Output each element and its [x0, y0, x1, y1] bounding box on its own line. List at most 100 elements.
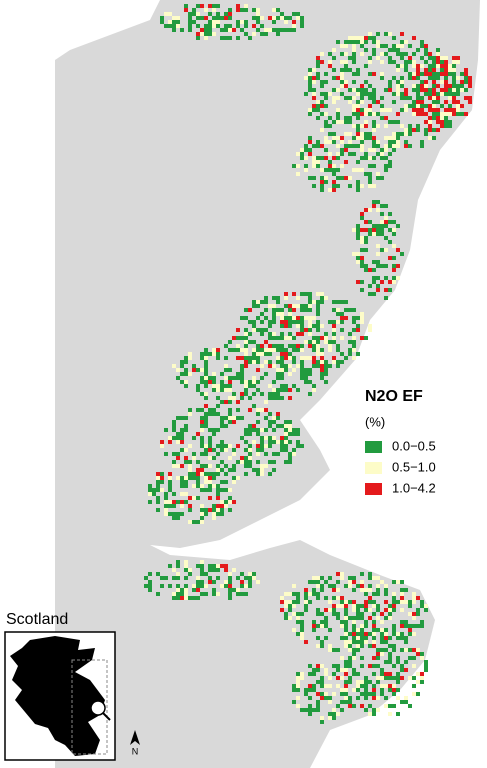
cell	[404, 88, 408, 92]
cell	[256, 468, 260, 472]
cell	[352, 36, 356, 40]
cell	[460, 88, 464, 92]
cell	[376, 200, 380, 204]
cell	[380, 224, 384, 228]
cell	[364, 624, 368, 628]
cell	[316, 156, 320, 160]
cell	[344, 84, 348, 88]
cell	[204, 360, 208, 364]
cell	[316, 308, 320, 312]
cell	[296, 616, 300, 620]
cell	[280, 436, 284, 440]
cell	[244, 432, 248, 436]
cell	[296, 388, 300, 392]
cell	[444, 68, 448, 72]
cell	[280, 360, 284, 364]
cell	[332, 604, 336, 608]
cell	[392, 140, 396, 144]
cell	[380, 44, 384, 48]
cell	[396, 64, 400, 68]
cell	[324, 340, 328, 344]
cell	[200, 592, 204, 596]
cell	[292, 344, 296, 348]
cell	[384, 296, 388, 300]
cell	[228, 380, 232, 384]
cell	[256, 16, 260, 20]
cell	[308, 672, 312, 676]
cell	[360, 336, 364, 340]
cell	[344, 96, 348, 100]
cell	[388, 136, 392, 140]
cell	[340, 336, 344, 340]
cell	[284, 592, 288, 596]
cell	[216, 496, 220, 500]
cell	[196, 564, 200, 568]
cell	[416, 612, 420, 616]
cell	[228, 16, 232, 20]
cell	[380, 72, 384, 76]
cell	[252, 376, 256, 380]
cell	[244, 332, 248, 336]
cell	[288, 320, 292, 324]
cell	[376, 628, 380, 632]
cell	[372, 224, 376, 228]
cell	[344, 52, 348, 56]
cell	[184, 356, 188, 360]
cell	[212, 412, 216, 416]
cell	[348, 308, 352, 312]
cell	[204, 448, 208, 452]
cell	[384, 632, 388, 636]
cell	[340, 576, 344, 580]
cell	[244, 448, 248, 452]
cell	[296, 704, 300, 708]
cell	[200, 504, 204, 508]
cell	[220, 28, 224, 32]
cell	[268, 472, 272, 476]
cell	[432, 108, 436, 112]
cell	[304, 608, 308, 612]
cell	[216, 492, 220, 496]
cell	[352, 72, 356, 76]
cell	[396, 248, 400, 252]
cell	[396, 92, 400, 96]
cell	[256, 8, 260, 12]
cell	[320, 640, 324, 644]
cell	[360, 684, 364, 688]
cell	[320, 324, 324, 328]
cell	[384, 600, 388, 604]
cell	[404, 40, 408, 44]
cell	[344, 668, 348, 672]
cell	[296, 696, 300, 700]
cell	[380, 76, 384, 80]
cell	[428, 136, 432, 140]
cell	[368, 608, 372, 612]
cell	[452, 68, 456, 72]
cell	[316, 64, 320, 68]
cell	[252, 576, 256, 580]
cell	[176, 436, 180, 440]
cell	[452, 92, 456, 96]
cell	[380, 688, 384, 692]
cell	[316, 668, 320, 672]
cell	[352, 628, 356, 632]
cell	[368, 600, 372, 604]
cell	[308, 600, 312, 604]
cell	[276, 348, 280, 352]
cell	[392, 592, 396, 596]
cell	[172, 428, 176, 432]
cell	[296, 672, 300, 676]
cell	[312, 688, 316, 692]
cell	[272, 460, 276, 464]
cell	[288, 312, 292, 316]
cell	[296, 304, 300, 308]
cell	[340, 316, 344, 320]
cell	[384, 52, 388, 56]
cell	[228, 388, 232, 392]
cell	[272, 428, 276, 432]
cell	[160, 444, 164, 448]
cell	[208, 440, 212, 444]
cell	[336, 300, 340, 304]
cell	[424, 48, 428, 52]
cell	[388, 288, 392, 292]
cell	[376, 260, 380, 264]
